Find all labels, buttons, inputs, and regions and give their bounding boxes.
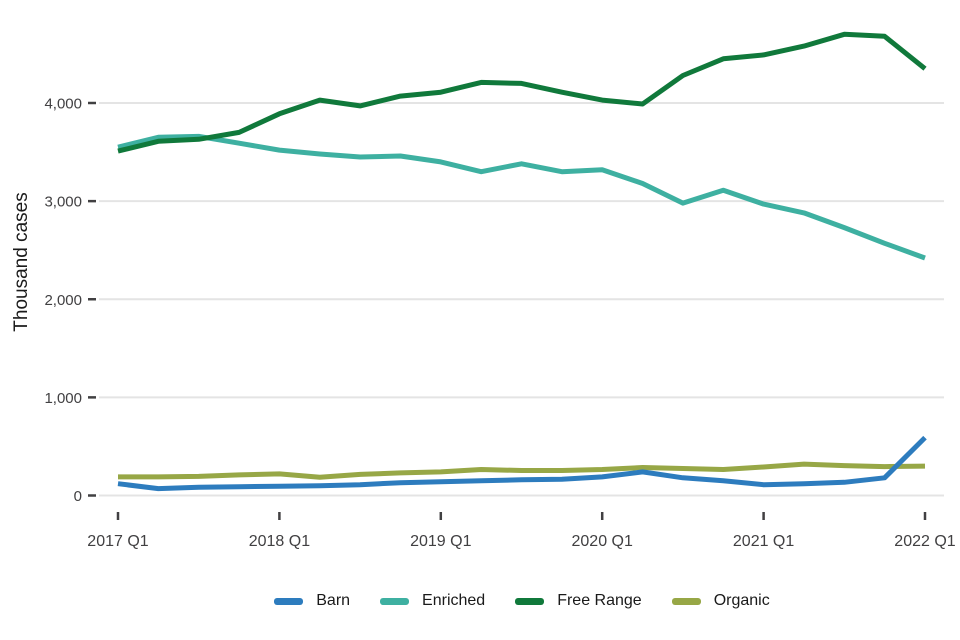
x-tick-label: 2019 Q1 <box>410 533 471 550</box>
legend-label: Free Range <box>557 592 642 609</box>
legend-swatch <box>671 597 701 605</box>
legend-item-enriched: Enriched <box>380 592 485 610</box>
data-series-lines <box>117 31 927 492</box>
legend-item-free-range: Free Range <box>515 592 642 610</box>
series-line-organic <box>118 461 926 480</box>
x-tick-label: 2022 Q1 <box>894 533 955 550</box>
x-tick-label: 2021 Q1 <box>733 533 794 550</box>
series-line-free-range <box>117 31 927 154</box>
series-line-barn <box>117 435 927 492</box>
legend-label: Enriched <box>422 592 486 609</box>
x-tick-label: 2018 Q1 <box>249 533 310 550</box>
y-tick-label: 2,000 <box>44 292 82 309</box>
legend-item-organic: Organic <box>671 592 770 610</box>
legend-swatch <box>274 597 304 605</box>
y-tick-label: 1,000 <box>44 390 82 407</box>
legend-swatch <box>380 597 410 605</box>
x-axis-tick-marks <box>116 512 927 520</box>
legend-item-barn: Barn <box>274 592 350 610</box>
legend-label: Barn <box>316 592 351 609</box>
gridlines <box>99 102 944 497</box>
y-axis-tick-marks <box>88 101 96 497</box>
legend-label: Organic <box>713 592 770 609</box>
x-axis-tick-labels: 2017 Q1 2018 Q1 2019 Q1 2020 Q1 2021 Q1 2022 … <box>87 533 955 550</box>
series-line-enriched <box>117 133 926 261</box>
y-tick-label: 4,000 <box>44 96 82 113</box>
legend-swatch <box>515 597 545 605</box>
legend: Barn Enriched Free Range Organic <box>99 588 945 614</box>
y-axis-tick-labels: 0 1,000 2,000 3,000 4,000 <box>44 96 82 506</box>
x-tick-label: 2017 Q1 <box>87 533 148 550</box>
y-axis-title: Thousand cases <box>11 192 32 331</box>
y-tick-label: 0 <box>74 488 82 505</box>
y-tick-label: 3,000 <box>44 194 82 211</box>
x-tick-label: 2020 Q1 <box>572 533 633 550</box>
